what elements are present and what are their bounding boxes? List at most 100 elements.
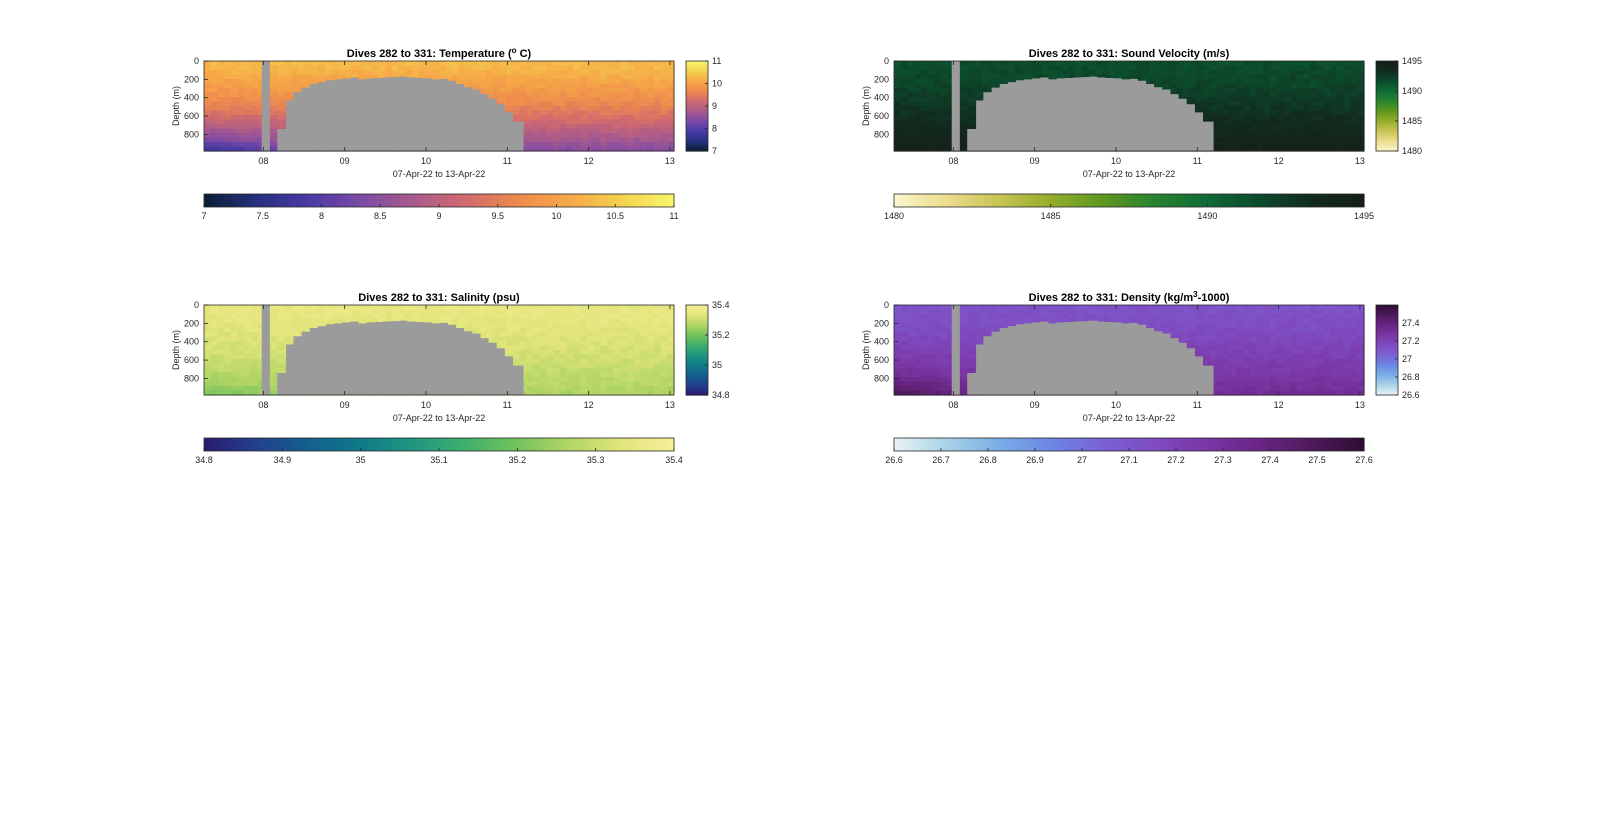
heatmap-cell [432,61,440,67]
colorbar-segment [1035,194,1040,207]
heatmap-cell [1296,146,1305,152]
heatmap-cell [553,70,561,76]
heatmap-cell [613,124,621,130]
heatmap-cell [620,74,628,80]
heatmap-cell [277,327,286,333]
heatmap-cell [418,70,427,76]
heatmap-cell [894,309,902,315]
heatmap-cell [1263,124,1271,130]
heatmap-cell [318,318,326,324]
heatmap-cell [425,70,433,76]
heatmap-cell [633,368,642,374]
colorbar-segment [650,194,656,207]
heatmap-cell [660,137,668,143]
heatmap-cell [251,70,259,76]
y-axis-label: Depth (m) [861,86,871,126]
heatmap-cell [1189,70,1197,76]
heatmap-cell [1223,142,1231,148]
heatmap-cell [927,92,935,98]
colorbar-segment [686,335,708,338]
heatmap-cell [586,332,595,338]
heatmap-cell [210,305,219,311]
heatmap-cell [1155,74,1164,80]
heatmap-cell [271,106,279,112]
heatmap-cell [398,305,407,311]
heatmap-cell [559,142,568,148]
colorbar-segment [325,194,330,207]
heatmap-cell [539,106,548,112]
heatmap-cell [533,323,541,329]
heatmap-cell [941,65,949,71]
heatmap-cell [640,110,648,116]
heatmap-cell [546,142,554,148]
heatmap-cell [660,79,668,85]
heatmap-cell [217,128,225,134]
heatmap-cell [526,314,534,320]
heatmap-cell [627,390,635,396]
heatmap-cell [967,70,976,76]
heatmap-cell [506,309,514,315]
heatmap-cell [244,133,252,139]
colorbar-segment [1376,116,1398,119]
heatmap-cell [1290,70,1298,76]
colorbar-segment [497,438,503,451]
heatmap-cell [506,336,514,342]
heatmap-cell [318,70,326,76]
heatmap-cell [974,70,982,76]
heatmap-cell [230,390,239,396]
heatmap-cell [633,323,642,329]
heatmap-cell [1216,146,1224,152]
heatmap-cell [452,305,460,311]
heatmap-cell [613,386,621,392]
heatmap-cell [439,70,447,76]
heatmap-cell [1310,88,1318,94]
heatmap-cell [553,350,561,356]
heatmap-cell [277,332,286,338]
heatmap-cell [257,336,266,342]
heatmap-cell [927,142,935,148]
heatmap-cell [224,124,232,130]
heatmap-cell [586,88,595,94]
heatmap-cell [371,65,380,71]
heatmap-cell [627,142,635,148]
heatmap-cell [1249,79,1258,85]
colorbar-segment [552,438,558,451]
heatmap-cell [627,372,635,378]
heatmap-cell [217,115,225,121]
heatmap-cell [277,106,286,112]
heatmap-cell [941,70,949,76]
heatmap-cell [277,368,286,374]
x-tick-label: 09 [340,400,350,410]
heatmap-cell [633,372,642,378]
heatmap-cell [1343,119,1352,125]
heatmap-cell [418,318,427,324]
colorbar-segment [439,438,444,451]
heatmap-cell [653,74,662,80]
heatmap-cell [633,83,642,89]
colorbar-segment [587,438,593,451]
heatmap-cell [1310,106,1318,112]
heatmap-cell [573,336,581,342]
heatmap-cell [667,61,675,67]
heatmap-cell [237,359,245,365]
colorbar-segment [1125,194,1130,207]
heatmap-cell [1317,83,1325,89]
heatmap-cell [210,128,219,134]
colorbar-segment [1376,97,1398,100]
colorbar-segment [533,194,538,207]
colorbar-segment [215,438,221,451]
colorbar-segment [278,438,283,451]
colorbar-segment [360,194,366,207]
heatmap-cell [546,79,554,85]
heatmap-cell [586,327,595,333]
heatmap-cell [378,305,386,311]
colorbar-segment [450,194,456,207]
heatmap-cell [613,79,621,85]
heatmap-cell [934,146,942,152]
heatmap-cell [1290,79,1298,85]
colorbar-segment [1376,85,1398,88]
heatmap-cell [237,377,245,383]
heatmap-cell [920,92,929,98]
heatmap-cell [230,350,239,356]
heatmap-cell [539,372,548,378]
